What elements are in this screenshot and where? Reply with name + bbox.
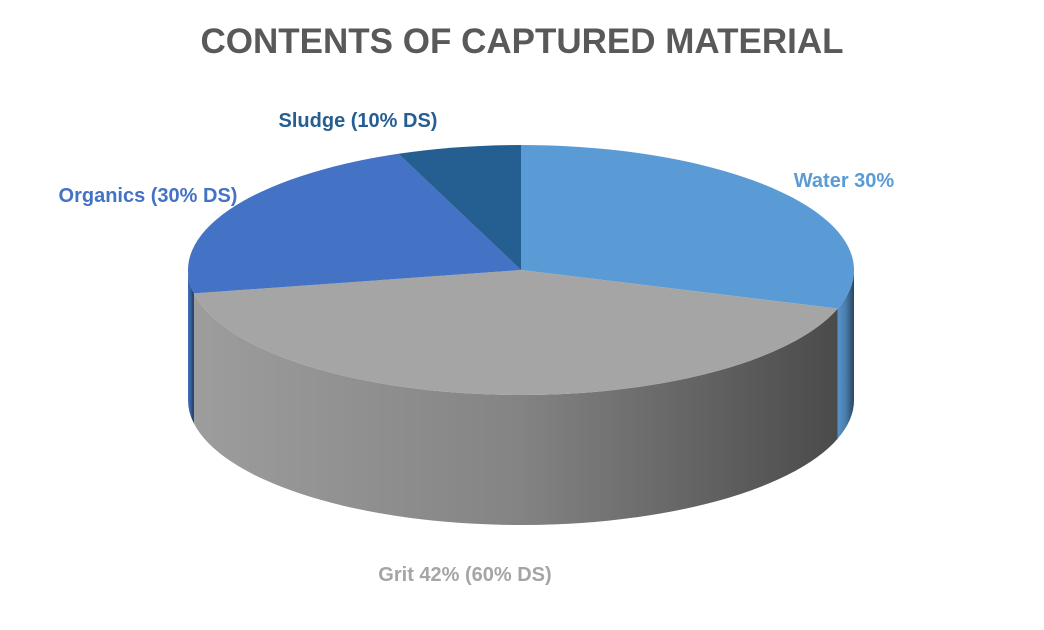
data-label: Sludge (10% DS) [278, 110, 438, 132]
data-label: Water 30% [793, 170, 895, 192]
slice-side-shade [837, 270, 855, 439]
data-label: Grit 42% (60% DS) [378, 564, 552, 586]
slice [187, 153, 521, 294]
slice-side-shade [188, 270, 194, 424]
slice [193, 270, 838, 395]
chart-title: CONTENTS OF CAPTURED MATERIAL [200, 22, 844, 61]
data-label: Organics (30% DS) [58, 185, 238, 207]
slice-side-shade [193, 293, 838, 526]
slice [398, 145, 521, 270]
slice [521, 145, 855, 309]
